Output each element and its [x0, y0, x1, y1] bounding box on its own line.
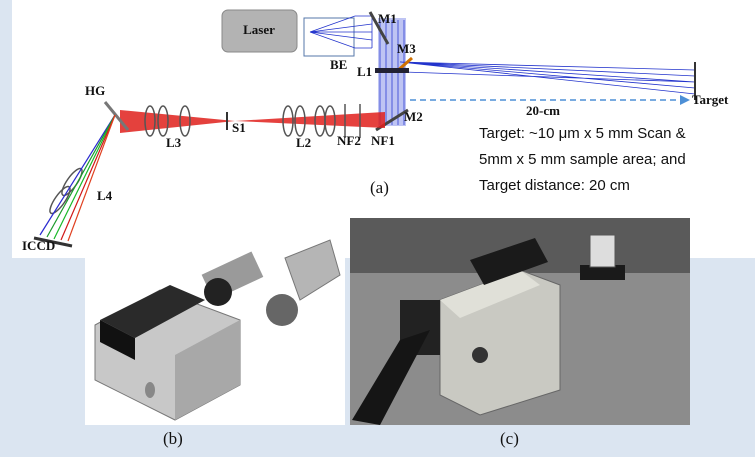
target-note: 5mm x 5 mm sample area; and: [479, 151, 686, 168]
label-l4: L4: [97, 188, 113, 203]
label-iccd: ICCD: [22, 238, 55, 253]
figure: Laser M1 M3 BE L1 20-cm Target M2 NF1 NF…: [0, 0, 755, 452]
instrument-photo: [350, 218, 690, 425]
target-note: Target: ~10 μm x 5 mm Scan &: [479, 125, 686, 142]
target-note: Target distance: 20 cm: [479, 177, 630, 194]
label-l2: L2: [296, 135, 311, 150]
label-l1: L1: [357, 64, 372, 79]
label-nf2: NF2: [337, 133, 361, 148]
label-l3: L3: [166, 135, 182, 150]
label-nf1: NF1: [371, 133, 395, 148]
label-m2: M2: [404, 109, 423, 124]
label-target: Target: [692, 92, 729, 107]
cad-render: [85, 240, 345, 425]
label-m1: M1: [378, 11, 397, 26]
lens-l1: [375, 68, 409, 73]
caption-c: (c): [500, 429, 519, 448]
label-m3: M3: [397, 41, 416, 56]
caption-a: (a): [370, 178, 389, 197]
caption-b: (b): [163, 429, 183, 448]
laser-label: Laser: [243, 22, 275, 37]
label-be: BE: [330, 57, 347, 72]
label-s1: S1: [232, 120, 246, 135]
label-hg: HG: [85, 83, 105, 98]
label-distance: 20-cm: [526, 103, 560, 118]
